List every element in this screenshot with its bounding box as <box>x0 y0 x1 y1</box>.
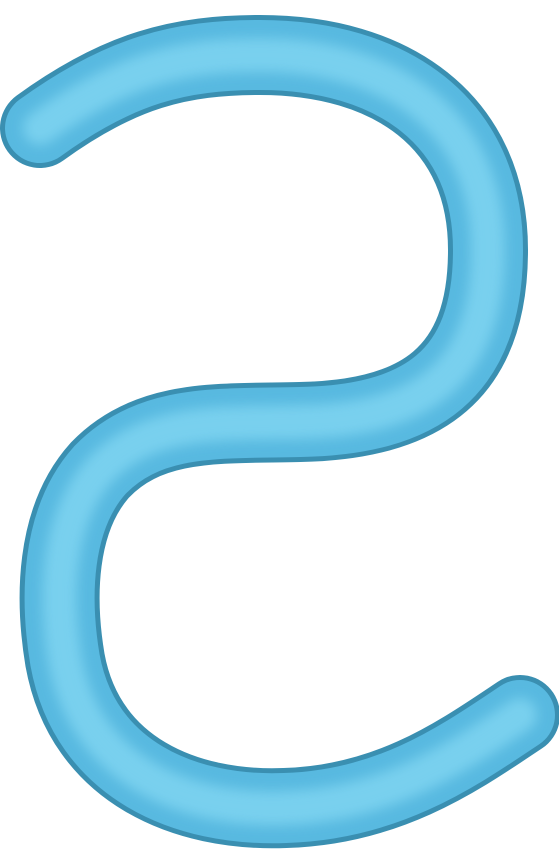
tube-highlight <box>23 38 537 826</box>
s-tube <box>0 15 559 849</box>
